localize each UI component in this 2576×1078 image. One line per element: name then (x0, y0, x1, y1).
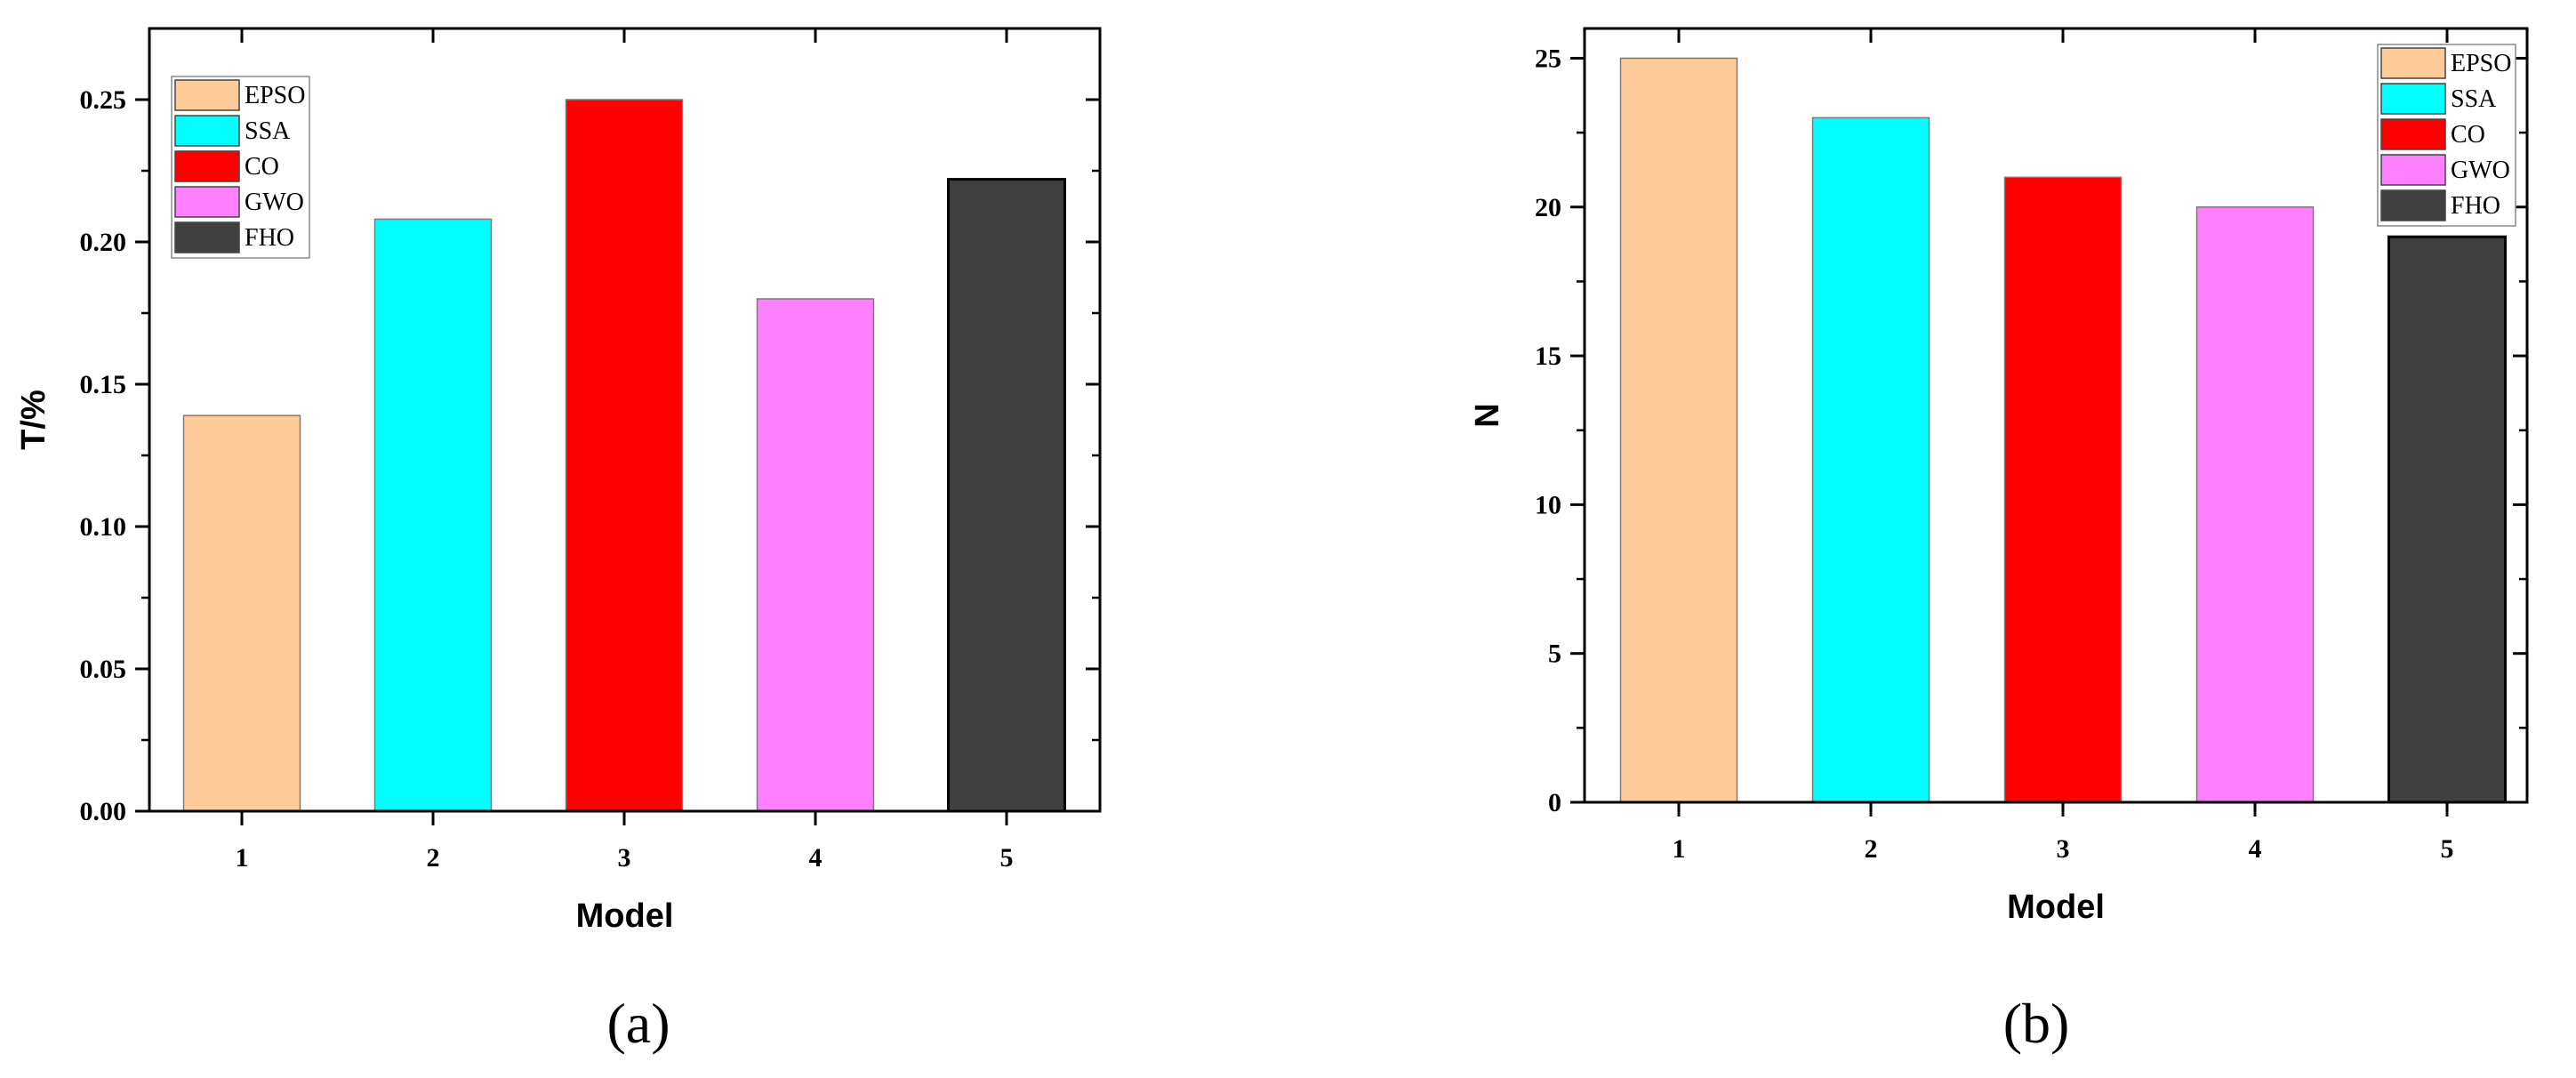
legend-swatch-gwo (174, 186, 240, 218)
y-tick-label: 15 (1535, 342, 1561, 371)
legend-label-ssa: SSA (2451, 85, 2497, 113)
legend-label-epso: EPSO (2451, 50, 2511, 77)
bar-co (2003, 176, 2123, 803)
legend-label-co: CO (2451, 121, 2485, 149)
y-tick-label: 0.15 (80, 370, 127, 399)
bar-gwo (2195, 206, 2315, 803)
plot-frame (1583, 27, 2529, 804)
y-tick-label: 0 (1548, 788, 1561, 817)
panel-a-chart: 0.00 0.05 0.10 0.15 0.20 0.25 1 2 3 4 5 Model T/% EPS… (15, 27, 1102, 1055)
y-tick-label: 0.10 (80, 512, 127, 542)
y-tick-label: 10 (1535, 490, 1561, 519)
x-axis-title: Model (2007, 889, 2105, 926)
bar-gwo (756, 298, 875, 812)
legend-swatch-co (2380, 118, 2446, 150)
bar-fho (947, 178, 1066, 813)
legend-label-fho: FHO (2451, 192, 2500, 220)
x-tick-label: 3 (618, 843, 631, 873)
panel-b-chart: 0 5 10 15 20 25 1 2 3 4 5 Model N EPSO SSA CO GWO FHO (b) (1469, 27, 2529, 1055)
legend-label-ssa: SSA (245, 117, 291, 145)
x-tick-label: 3 (2057, 834, 2070, 864)
y-tick-label: 0.00 (80, 797, 127, 826)
legend-swatch-ssa (2380, 83, 2446, 115)
legend-label-gwo: GWO (245, 189, 304, 216)
y-tick-label: 0.25 (80, 85, 127, 115)
x-tick-label: 5 (1000, 843, 1014, 873)
y-tick-label: 0.05 (80, 655, 127, 684)
x-tick-label: 1 (236, 843, 249, 873)
y-tick-label: 20 (1535, 193, 1561, 222)
legend-label-epso: EPSO (245, 82, 305, 109)
y-tick-label: 0.20 (80, 228, 127, 257)
legend-label-gwo: GWO (2451, 157, 2510, 184)
legend-label-fho: FHO (245, 224, 294, 252)
bar-ssa (1811, 117, 1930, 803)
bar-fho (2387, 235, 2507, 804)
bar-epso (182, 414, 301, 812)
x-tick-label: 2 (1865, 834, 1878, 864)
x-tick-label: 4 (809, 843, 823, 873)
legend-swatch-ssa (174, 115, 240, 147)
legend-label-co: CO (245, 153, 279, 181)
y-axis-title: T/% (15, 390, 52, 450)
x-axis-title: Model (576, 897, 674, 935)
legend-swatch-fho (174, 221, 240, 253)
x-tick-label: 1 (1673, 834, 1686, 864)
bar-epso (1619, 57, 1738, 803)
x-tick-label: 4 (2249, 834, 2262, 864)
legend-swatch-gwo (2380, 154, 2446, 186)
y-tick-label: 5 (1548, 640, 1561, 669)
legend-swatch-epso (2380, 47, 2446, 79)
legend-swatch-fho (2380, 189, 2446, 221)
legend-swatch-co (174, 150, 240, 182)
x-tick-label: 2 (427, 843, 440, 873)
y-axis-title: N (1469, 403, 1506, 427)
bar-ssa (373, 218, 493, 812)
legend-swatch-epso (174, 79, 240, 111)
panel-label: (b) (2003, 992, 2070, 1055)
panel-label: (a) (606, 992, 670, 1055)
y-tick-label: 25 (1535, 44, 1561, 73)
bar-co (565, 99, 684, 812)
x-tick-label: 5 (2441, 834, 2454, 864)
